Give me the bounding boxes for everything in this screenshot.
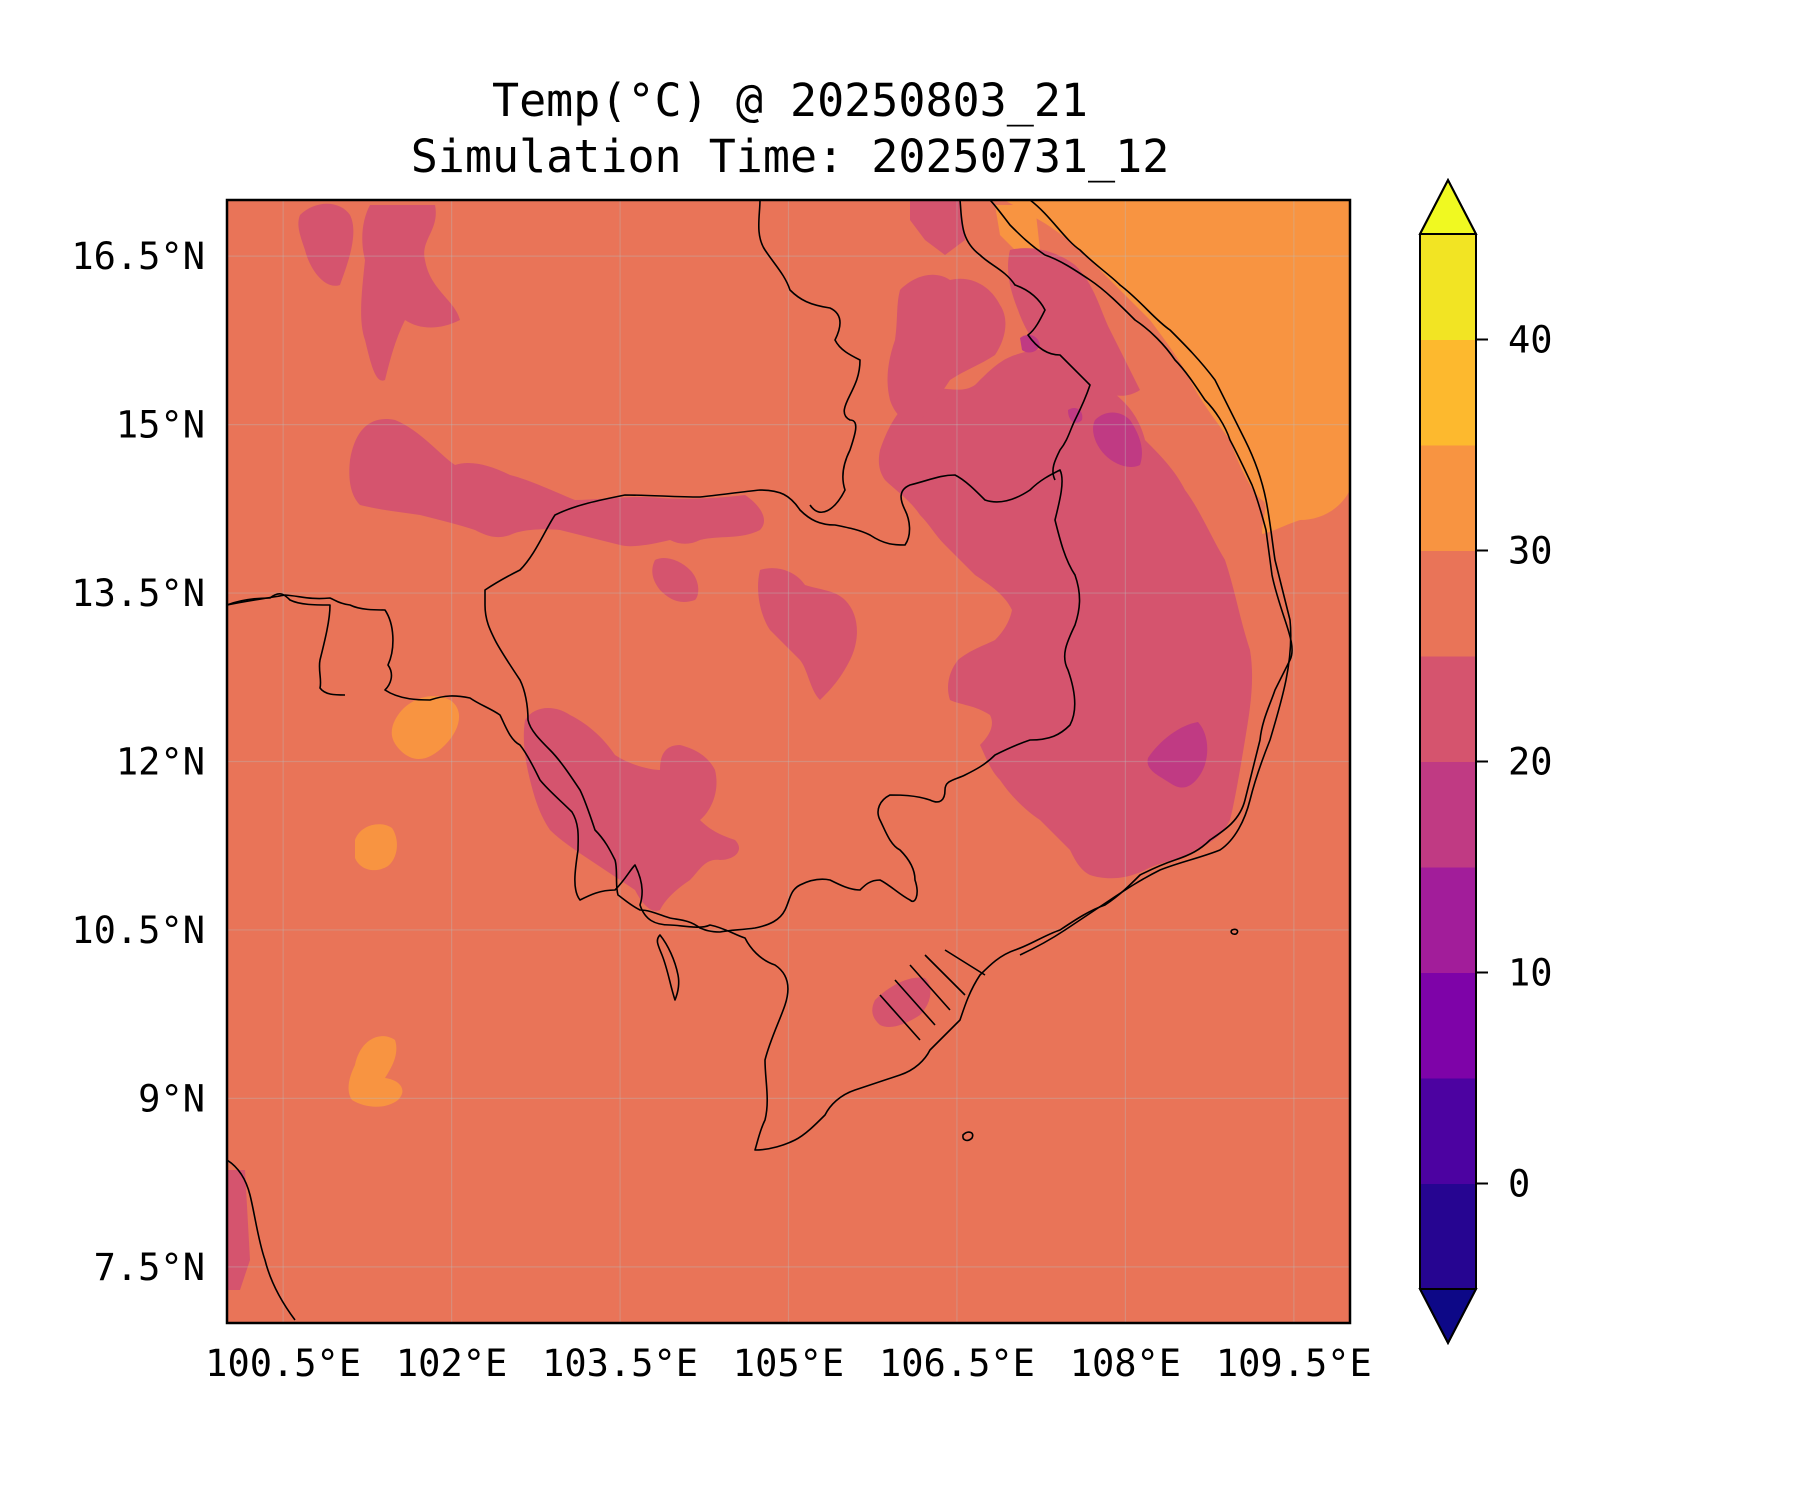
lat-tick-label: 15°N (116, 404, 205, 447)
colorbar-bin (1420, 234, 1476, 340)
colorbar-tick-label: 0 (1508, 1163, 1530, 1206)
contour-20-25-central-cambodia (758, 568, 857, 700)
lat-tick-label: 12°N (116, 741, 205, 784)
contour-20-25-isan-belt (349, 419, 765, 547)
coastlines-and-borders (227, 200, 1293, 1321)
contour-20-25-mekong-delta (872, 977, 931, 1027)
colorbar-bin (1420, 656, 1476, 762)
contour-20-25-laos-south (887, 274, 1006, 422)
contour-15-20-north-patch (1020, 334, 1040, 353)
colorbar-bin (1420, 867, 1476, 973)
south-coast-tip (227, 1159, 296, 1321)
mekong-mouths (879, 949, 986, 1041)
lon-tick-label: 105°E (733, 1342, 844, 1385)
laos-vietnam-border (959, 200, 1091, 481)
colorbar-tick-label: 30 (1508, 530, 1553, 573)
contour-20-25-north-east-strip (910, 200, 965, 255)
contour-15-20-south-highlands (1147, 722, 1208, 788)
colorbar-bin (1420, 339, 1476, 446)
lat-tick-label: 10.5°N (71, 909, 205, 952)
small-island-1 (1230, 928, 1239, 935)
colorbar-tick-label: 20 (1508, 741, 1553, 784)
map-gridlines (227, 200, 1350, 1323)
coastline-main (227, 200, 1293, 1151)
map-frame (225, 198, 1352, 1325)
colorbar-bin (1420, 550, 1476, 657)
colorbar: 0 10 20 30 40 (1418, 177, 1553, 1346)
contour-30-35-gulf-blob-2 (355, 824, 397, 871)
lon-tick-label: 108°E (1070, 1342, 1181, 1385)
colorbar-extend-under (1418, 1288, 1478, 1346)
lon-tick-label: 103.5°E (542, 1342, 698, 1385)
lon-tick-label: 109.5°E (1216, 1342, 1372, 1385)
lon-tick-label: 102°E (396, 1342, 507, 1385)
contour-15-20-central-highlands (1093, 412, 1142, 467)
colorbar-bin (1420, 972, 1476, 1079)
colorbar-bin (1420, 761, 1476, 868)
island-phu-quoc (656, 934, 680, 1001)
cambodia-border (484, 469, 1081, 933)
laos-border (757, 200, 861, 513)
longitude-ticks: 100.5°E 102°E 103.5°E 105°E 106.5°E 108°E 109.… (205, 1342, 1372, 1385)
contour-20-25-north-thailand (298, 203, 354, 286)
map-panel (225, 198, 1352, 1325)
contour-20-25-west-cambodia (523, 708, 740, 911)
lat-tick-label: 7.5°N (94, 1246, 205, 1289)
colorbar-bin (1420, 445, 1476, 551)
figure-subtitle: Simulation Time: 20250731_12 (411, 130, 1170, 183)
colorbar-bin (1420, 1183, 1476, 1290)
contour-30-35-northeast-sea (1005, 200, 1350, 534)
figure-title: Temp(°C) @ 20250803_21 (492, 74, 1088, 127)
contour-20-25-coastal-vietnam (1007, 248, 1140, 396)
lon-tick-label: 100.5°E (205, 1342, 361, 1385)
contour-30-35-gulf-blob-3 (348, 1036, 403, 1107)
lat-tick-label: 16.5°N (71, 235, 205, 278)
lon-tick-label: 106.5°E (879, 1342, 1035, 1385)
colorbar-bin (1420, 1078, 1476, 1184)
lat-tick-label: 9°N (138, 1077, 205, 1120)
small-island-2 (962, 1131, 974, 1142)
thailand-myanmar-border (227, 593, 346, 696)
coastline-vietnam-north (1019, 200, 1292, 956)
contour-30-35-gulf-blob-1 (391, 696, 460, 760)
latitude-ticks: 16.5°N 15°N 13.5°N 12°N 10.5°N 9°N 7.5°N (71, 235, 205, 1289)
temperature-contours (227, 200, 1350, 1290)
lat-tick-label: 13.5°N (71, 572, 205, 615)
colorbar-outline (1419, 177, 1477, 1346)
colorbar-tick-label: 10 (1508, 952, 1553, 995)
contour-20-25-north-cambodia (652, 558, 699, 602)
colorbar-tick-label: 40 (1508, 319, 1553, 362)
colorbar-extend-over (1418, 177, 1478, 235)
contour-20-25-thai-coast-south (227, 1170, 250, 1290)
contour-20-25-north-thailand-2 (361, 205, 460, 381)
